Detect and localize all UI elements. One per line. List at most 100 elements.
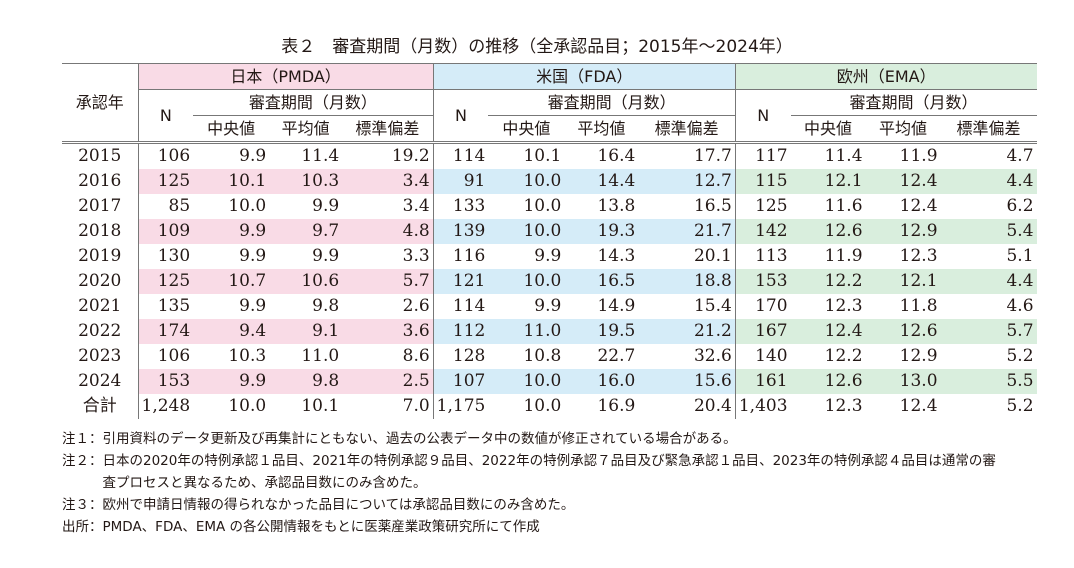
- note-label: 注１：: [62, 431, 103, 447]
- median-cell: 11.6: [824, 196, 863, 216]
- n-cell: 117: [755, 146, 788, 166]
- mean-cell: 12.4: [899, 196, 938, 216]
- note-text: 欧州で申請日情報の得られなかった品目については承認品目数にのみ含めた。: [102, 497, 575, 513]
- table-row: 2020 125 10.7 10.6 5.7 121 10.0 16.5 18.8 153 12.2…: [62, 269, 1037, 294]
- median-cell: 9.9: [239, 246, 267, 266]
- year-cell: 2018: [62, 219, 139, 244]
- sd-cell: 7.0: [342, 394, 434, 419]
- median-cell: 11.9: [824, 246, 863, 266]
- sd-cell: 8.6: [342, 344, 434, 369]
- sd-cell: 4.4: [940, 169, 1037, 194]
- sd-cell: 19.2: [342, 142, 434, 169]
- sd-cell: 20.4: [638, 394, 736, 419]
- mean-cell: 12.4: [865, 169, 941, 194]
- mean-cell: 10.3: [269, 169, 343, 194]
- year-column-header: 承認年: [62, 63, 139, 144]
- stat-header: 平均値: [865, 115, 941, 144]
- n-cell: 125: [138, 269, 194, 294]
- median-cell: 11.0: [488, 319, 565, 344]
- mean-cell: 14.9: [597, 296, 636, 316]
- n-cell: 121: [433, 269, 489, 294]
- median-cell: 10.0: [488, 269, 565, 294]
- mean-cell: 14.3: [597, 246, 636, 266]
- table-row: 2021 135 9.9 9.8 2.6 114 9.9 14.9 15.4 170 12.3 11.…: [62, 294, 1037, 319]
- median-cell: 10.3: [228, 346, 267, 366]
- n-cell: 139: [433, 219, 489, 244]
- n-cell: 167: [735, 319, 791, 344]
- stat-header: 平均値: [269, 115, 343, 144]
- median-cell: 10.7: [193, 269, 270, 294]
- sd-cell: 3.6: [342, 319, 434, 344]
- mean-cell: 11.4: [301, 146, 340, 166]
- stat-header: 中央値: [790, 115, 866, 144]
- table-row: 2024 153 9.9 9.8 2.5 107 10.0 16.0 15.6 161 12.6 13…: [62, 369, 1037, 394]
- mean-cell: 16.5: [564, 269, 639, 294]
- table-row: 2022 174 9.4 9.1 3.6 112 11.0 19.5 21.2 167 12.4 12…: [62, 319, 1037, 344]
- n-cell: 115: [735, 169, 791, 194]
- median-cell: 10.1: [523, 146, 562, 166]
- sd-cell: 15.6: [638, 369, 736, 394]
- stat-header: 標準偏差: [342, 115, 434, 144]
- n-cell: 161: [735, 369, 791, 394]
- n-cell: 153: [138, 369, 194, 394]
- median-cell: 11.4: [824, 146, 863, 166]
- n-cell: 114: [452, 146, 486, 166]
- review-period-table: 承認年 日本（PMDA） 米国（FDA） 欧州（EMA） N 審査期間（月数） N 審査期間（…: [62, 63, 1037, 419]
- year-cell: 2017: [62, 194, 139, 219]
- year-cell: 合計: [62, 394, 139, 419]
- median-cell: 10.0: [228, 396, 267, 416]
- note-text: PMDA、FDA、EMA の各公開情報をもとに医薬産業政策研究所にて作成: [102, 519, 540, 535]
- sd-cell: 32.6: [638, 344, 736, 369]
- n-cell: 1,403: [738, 396, 788, 416]
- sd-cell: 16.5: [638, 194, 736, 219]
- year-cell: 2019: [62, 244, 139, 269]
- median-cell: 9.9: [193, 369, 270, 394]
- year-cell: 2020: [62, 269, 139, 294]
- mean-cell: 9.9: [312, 196, 340, 216]
- n-cell: 1,175: [436, 396, 486, 416]
- header-row-period: N 審査期間（月数） N 審査期間（月数） N 審査期間（月数）: [62, 89, 1037, 144]
- median-cell: 9.9: [239, 296, 267, 316]
- stat-header: 中央値: [488, 115, 565, 144]
- sd-cell: 5.2: [1006, 346, 1034, 366]
- median-cell: 12.2: [790, 269, 866, 294]
- n-cell: 174: [138, 319, 194, 344]
- n-cell: 142: [735, 219, 791, 244]
- sd-cell: 5.5: [940, 369, 1037, 394]
- mean-cell: 12.1: [865, 269, 941, 294]
- median-cell: 12.3: [824, 296, 863, 316]
- year-cell: 2021: [62, 294, 139, 319]
- n-cell: 153: [735, 269, 791, 294]
- n-cell: 113: [755, 246, 788, 266]
- mean-cell: 14.4: [564, 169, 639, 194]
- sd-cell: 2.5: [342, 369, 434, 394]
- median-cell: 12.6: [790, 219, 866, 244]
- n-cell: 128: [452, 346, 486, 366]
- note-text: 日本の2020年の特例承認１品目、2021年の特例承認９品目、2022年の特例承…: [102, 453, 996, 491]
- year-cell: 2016: [62, 169, 139, 194]
- note-3: 注３： 欧州で申請日情報の得られなかった品目については承認品目数にのみ含めた。: [62, 494, 1043, 516]
- sd-cell: 2.6: [342, 294, 434, 319]
- sd-cell: 4.4: [940, 269, 1037, 294]
- sd-cell: 5.1: [1006, 246, 1034, 266]
- mean-cell: 16.9: [597, 396, 636, 416]
- year-cell: 2022: [62, 319, 139, 344]
- n-cell: 106: [157, 146, 191, 166]
- note-label: 注３：: [62, 497, 103, 513]
- sd-cell: 17.7: [638, 142, 736, 169]
- sd-cell: 21.2: [638, 319, 736, 344]
- source-note: 出所： PMDA、FDA、EMA の各公開情報をもとに医薬産業政策研究所にて作成: [62, 516, 1043, 538]
- median-cell: 10.0: [488, 169, 565, 194]
- sd-cell: 20.1: [638, 244, 736, 269]
- median-cell: 9.9: [534, 296, 562, 316]
- n-cell: 140: [755, 346, 788, 366]
- sd-cell: 3.3: [342, 244, 434, 269]
- header-row-stats: 中央値 平均値 標準偏差 中央値 平均値 標準偏差 中央値 平均値 標準偏差: [62, 115, 1037, 144]
- mean-cell: 9.9: [312, 246, 340, 266]
- n-cell: 114: [452, 296, 486, 316]
- sd-cell: 5.2: [1006, 396, 1034, 416]
- stat-header: 標準偏差: [638, 115, 736, 144]
- stat-header: 平均値: [564, 115, 639, 144]
- n-cell: 91: [433, 169, 489, 194]
- sd-cell: 21.7: [638, 219, 736, 244]
